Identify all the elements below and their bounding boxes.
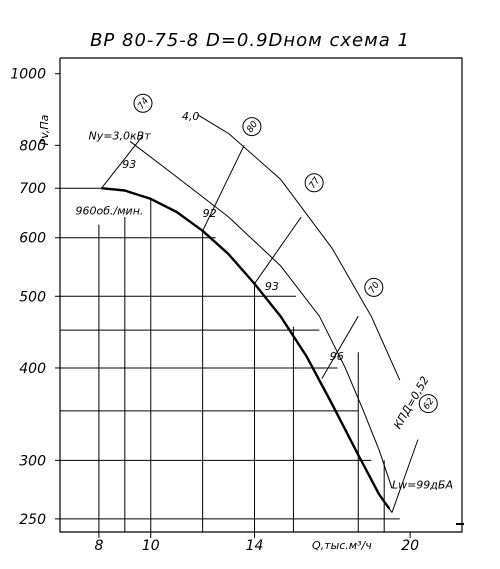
y-tick-label: 250 bbox=[19, 512, 46, 528]
x-tick-label: 20 bbox=[401, 538, 419, 554]
x-tick-label: 14 bbox=[246, 538, 264, 554]
main-pressure-curve bbox=[101, 187, 391, 510]
x-axis-label: Q,тыс.м³/ч bbox=[312, 539, 372, 552]
y-tick-label: 600 bbox=[19, 231, 46, 247]
power-curve bbox=[129, 140, 393, 489]
grid-layer bbox=[60, 187, 400, 532]
annotation-text: 92 bbox=[203, 207, 217, 220]
y-axis-label: Pv,Па bbox=[38, 114, 51, 145]
y-tick-label: 800 bbox=[19, 138, 46, 154]
efficiency-line bbox=[321, 315, 359, 379]
power-curve bbox=[197, 114, 401, 381]
y-tick-label: 700 bbox=[19, 181, 46, 197]
x-tick-label: 10 bbox=[142, 538, 160, 554]
annotation-text: Lw=99дБА bbox=[392, 478, 453, 491]
noise-marker-circle bbox=[364, 277, 384, 297]
annotation-text: 93 bbox=[265, 280, 279, 293]
annotation-text: 96 bbox=[330, 350, 344, 363]
efficiency-line bbox=[254, 216, 302, 284]
annotation-text: 93 bbox=[122, 158, 136, 171]
efficiency-line bbox=[101, 135, 144, 189]
noise-marker-circle bbox=[304, 173, 324, 193]
annotation-text: Ny=3,0кВт bbox=[89, 129, 152, 142]
plot-frame bbox=[59, 57, 463, 533]
y-tick-label: 300 bbox=[19, 453, 46, 469]
efficiency-line bbox=[202, 145, 245, 232]
efficiency-line bbox=[391, 439, 419, 513]
noise-marker-circle bbox=[242, 117, 262, 137]
annotation-text: 960об./мин. bbox=[76, 204, 144, 217]
efficiency-line bbox=[378, 493, 393, 513]
noise-marker-circle bbox=[418, 394, 438, 414]
chart-title: ВР 80-75-8 D=0.9Dном схема 1 bbox=[90, 30, 410, 51]
noise-marker-circle bbox=[133, 93, 153, 113]
series-layer bbox=[101, 114, 419, 513]
y-tick-label: 500 bbox=[19, 289, 46, 305]
y-tick-label: 1000 bbox=[10, 67, 46, 83]
annotation-text: 4,0 bbox=[182, 110, 200, 123]
x-tick-label: 8 bbox=[94, 538, 103, 554]
axes-layer: 250 300 400 500 600 700 800 1000 8 10 14 20 bbox=[10, 57, 464, 554]
y-tick-label: 400 bbox=[19, 361, 46, 377]
